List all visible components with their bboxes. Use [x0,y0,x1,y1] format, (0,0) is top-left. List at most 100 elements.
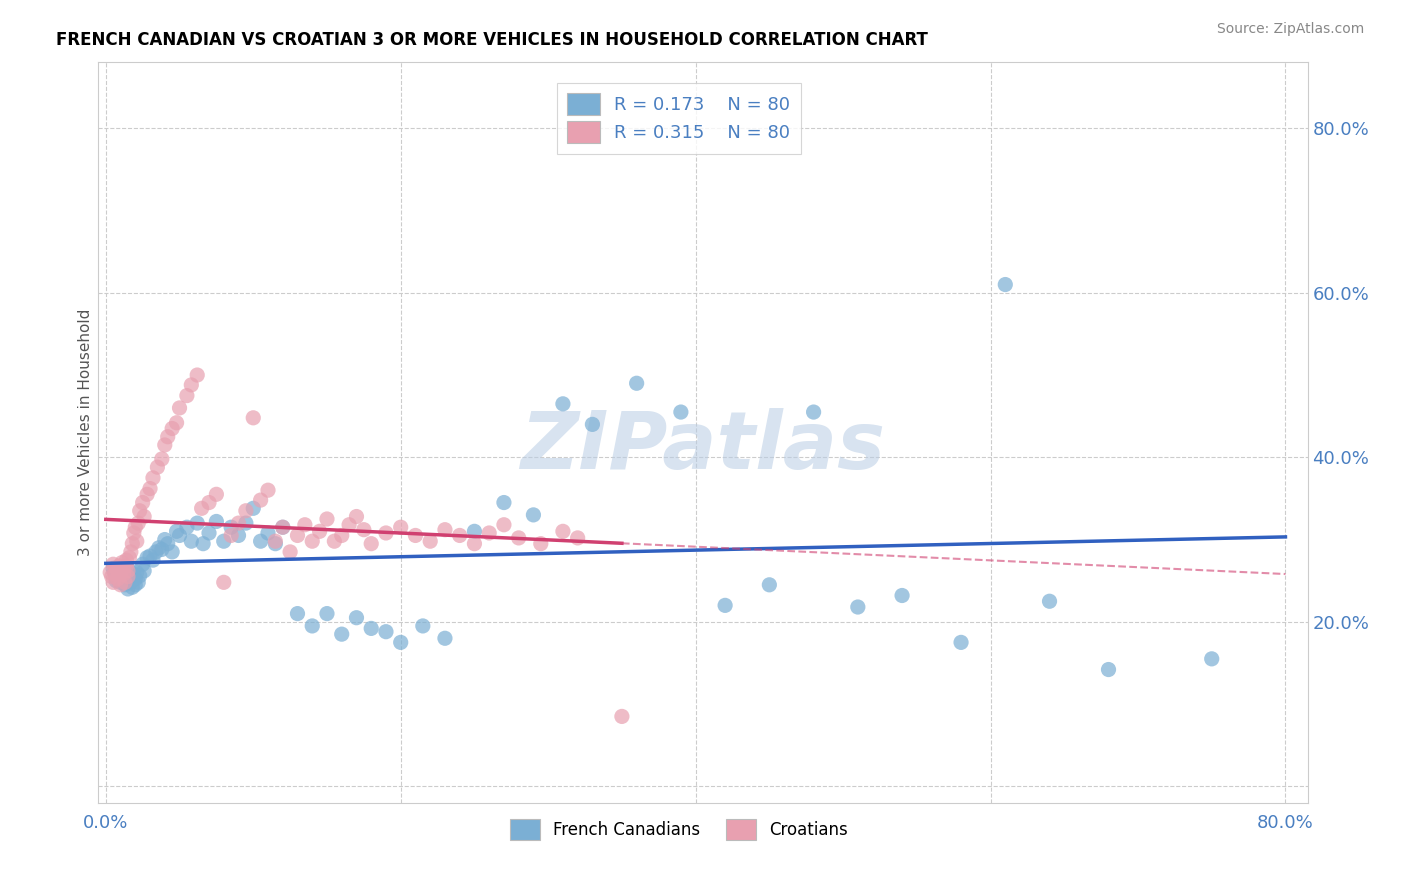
Point [463,536,485,550]
Point [142,471,165,485]
Point [131,495,153,509]
Point [98,566,121,580]
Point [551,524,574,539]
Point [219,520,242,534]
Point [117,564,139,578]
Point [375,624,398,639]
Point [176,520,198,534]
Point [330,627,353,641]
Point [449,528,471,542]
Point [125,566,148,580]
Point [142,553,165,567]
Point [219,528,242,542]
Point [198,495,221,509]
Point [610,709,633,723]
Point [148,541,170,555]
Point [124,520,146,534]
Point [114,575,136,590]
Point [492,495,515,509]
Point [186,368,208,382]
Point [108,564,131,578]
Point [156,536,179,550]
Point [551,397,574,411]
Point [134,509,156,524]
Point [803,405,825,419]
Point [433,632,456,646]
Point [626,376,648,391]
Point [166,524,188,539]
Point [242,501,264,516]
Point [180,378,202,392]
Point [117,569,139,583]
Point [107,572,129,586]
Point [139,549,162,563]
Point [105,574,128,588]
Point [169,401,191,415]
Point [160,421,183,435]
Point [146,460,169,475]
Point [360,536,382,550]
Y-axis label: 3 or more Vehicles in Household: 3 or more Vehicles in Household [77,309,93,557]
Point [1097,663,1119,677]
Point [389,520,412,534]
Point [492,517,515,532]
Point [117,567,139,582]
Point [264,534,287,549]
Point [323,534,346,549]
Point [150,452,173,467]
Point [758,578,780,592]
Point [228,528,250,542]
Point [118,550,141,565]
Point [522,508,544,522]
Point [115,558,138,573]
Point [508,531,530,545]
Point [122,567,145,582]
Point [278,545,301,559]
Point [120,575,142,590]
Point [478,526,501,541]
Point [117,582,139,596]
Point [1038,594,1060,608]
Point [190,501,212,516]
Point [419,534,441,549]
Point [108,558,131,573]
Point [114,578,136,592]
Point [176,389,198,403]
Point [112,561,135,575]
Point [235,504,257,518]
Point [463,524,485,539]
Point [375,526,398,541]
Point [110,569,132,583]
Point [530,536,553,550]
Point [433,523,456,537]
Point [186,516,208,530]
Point [360,621,382,635]
Point [257,483,280,498]
Point [134,564,156,578]
Point [100,569,122,583]
Point [301,619,323,633]
Point [301,534,323,549]
Point [346,509,368,524]
Point [110,567,132,582]
Point [124,578,146,592]
Point [128,504,150,518]
Point [120,545,142,559]
Point [271,520,294,534]
Point [153,533,176,547]
Point [110,578,132,592]
Point [112,568,135,582]
Point [111,566,134,580]
Point [112,567,135,582]
Point [404,528,426,542]
Point [287,607,309,621]
Point [124,572,146,586]
Point [316,607,339,621]
Point [271,520,294,534]
Point [101,558,124,572]
Point [249,534,271,549]
Point [104,567,127,582]
Point [264,536,287,550]
Point [122,526,145,541]
Point [127,516,149,530]
